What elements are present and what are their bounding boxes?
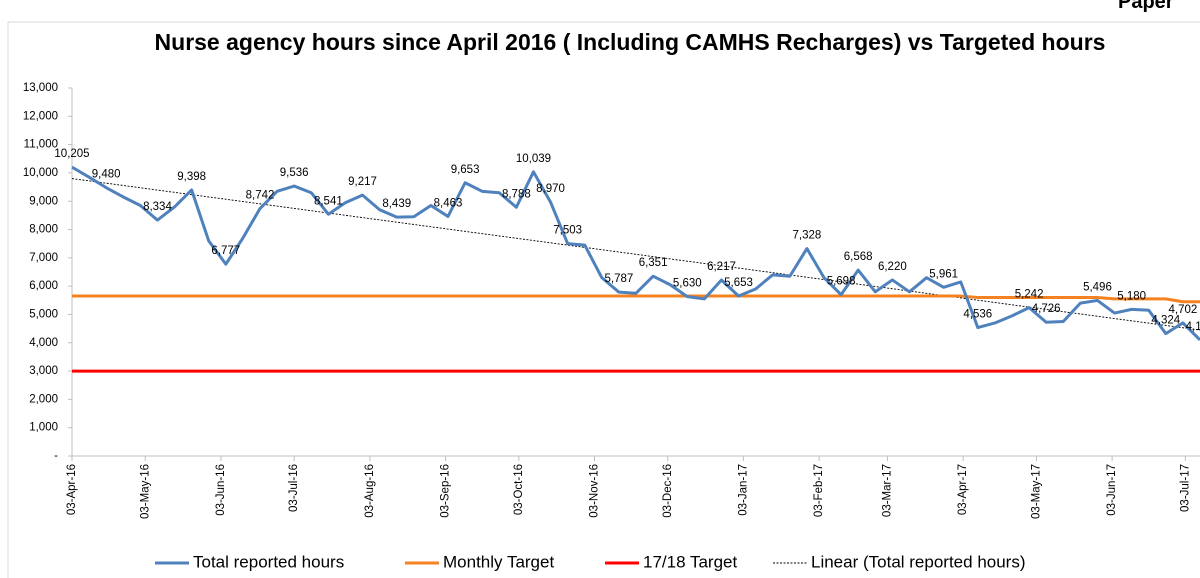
- data-label: 9,480: [92, 169, 121, 181]
- page-label: Paper: [1118, 0, 1174, 13]
- y-tick-label: 5,000: [29, 308, 58, 320]
- x-tick-label: 03-Mar-17: [882, 464, 894, 517]
- x-tick-label: 03-Jun-17: [1106, 464, 1118, 516]
- data-label: 10,205: [54, 148, 89, 160]
- y-tick-label: 10,000: [23, 167, 58, 179]
- legend-label: Total reported hours: [193, 552, 344, 571]
- data-label: 8,541: [314, 195, 343, 207]
- data-label: 5,961: [929, 268, 958, 280]
- data-label: 7,503: [553, 225, 582, 237]
- x-tick-label: 03-Aug-16: [364, 464, 376, 518]
- y-tick-label: 4,000: [29, 337, 58, 349]
- x-tick-label: 03-Jun-16: [215, 464, 227, 516]
- y-tick-label: 12,000: [23, 110, 58, 122]
- x-tick-label: 03-Jan-17: [737, 464, 749, 516]
- x-tick-label: 03-Nov-16: [589, 464, 601, 518]
- series-line: [72, 294, 1200, 304]
- data-label: 9,217: [348, 176, 377, 188]
- data-label: 8,970: [536, 183, 565, 195]
- data-label: 7,328: [793, 230, 822, 242]
- y-tick-label: 9,000: [29, 195, 58, 207]
- series-line: [71, 178, 1200, 331]
- x-tick-label: 03-Jul-16: [288, 464, 300, 512]
- x-tick-label: 03-Sep-16: [440, 464, 452, 518]
- x-tick-label: 03-May-17: [1030, 464, 1042, 519]
- x-tick-label: 03-Jul-17: [1179, 464, 1191, 512]
- x-tick-label: 03-Apr-17: [957, 464, 969, 515]
- y-tick-label: 13,000: [23, 82, 58, 94]
- data-label: 4,726: [1032, 303, 1061, 315]
- data-label: 4,324: [1151, 315, 1180, 327]
- y-tick-label: 8,000: [29, 224, 58, 236]
- x-tick-label: 03-Apr-16: [66, 464, 78, 515]
- data-label: 5,180: [1117, 290, 1146, 302]
- data-label: 8,439: [382, 198, 411, 210]
- data-label: 5,496: [1083, 281, 1112, 293]
- data-label: 8,334: [143, 201, 172, 213]
- x-tick-label: 03-May-16: [139, 464, 151, 519]
- data-label: 6,777: [211, 245, 240, 257]
- data-label: 5,698: [827, 276, 856, 288]
- data-label: 9,653: [451, 164, 480, 176]
- x-tick-label: 03-Dec-16: [662, 464, 674, 518]
- data-label: 8,788: [502, 188, 531, 200]
- y-tick-label: 7,000: [29, 252, 58, 264]
- data-label: 4,536: [963, 309, 992, 321]
- data-label: 6,351: [639, 257, 668, 269]
- data-label: 8,742: [246, 190, 275, 202]
- y-tick-label: 1,000: [29, 422, 58, 434]
- chart-frame: [7, 21, 1200, 578]
- y-tick-label: 6,000: [29, 280, 58, 292]
- y-tick-label: 2,000: [29, 393, 58, 405]
- y-tick-label: 3,000: [29, 365, 58, 377]
- data-label: 4,702: [1169, 304, 1198, 316]
- data-label: 9,398: [177, 171, 206, 183]
- chart-title: Nurse agency hours since April 2016 ( In…: [154, 29, 1106, 55]
- data-label: 9,536: [280, 167, 309, 179]
- data-label: 6,220: [878, 261, 907, 273]
- legend-label: Monthly Target: [443, 552, 554, 571]
- y-tick-label: 11,000: [24, 139, 58, 151]
- legend-label: Linear (Total reported hours): [811, 552, 1026, 571]
- data-label: 5,787: [605, 273, 634, 285]
- x-tick-label: 03-Oct-16: [513, 464, 525, 515]
- legend-label: 17/18 Target: [643, 552, 737, 571]
- data-label: 5,653: [724, 277, 753, 289]
- data-label: 5,630: [673, 278, 702, 290]
- data-label: 5,242: [1015, 289, 1044, 301]
- data-label: 8,463: [434, 197, 463, 209]
- x-tick-label: 03-Feb-17: [813, 464, 825, 517]
- data-label: 10,039: [516, 153, 551, 165]
- y-tick-label: -: [54, 450, 58, 462]
- data-label: 4,102: [1186, 321, 1200, 333]
- data-label: 6,568: [844, 251, 873, 263]
- data-label: 6,217: [707, 261, 736, 273]
- series-line: [71, 165, 1200, 341]
